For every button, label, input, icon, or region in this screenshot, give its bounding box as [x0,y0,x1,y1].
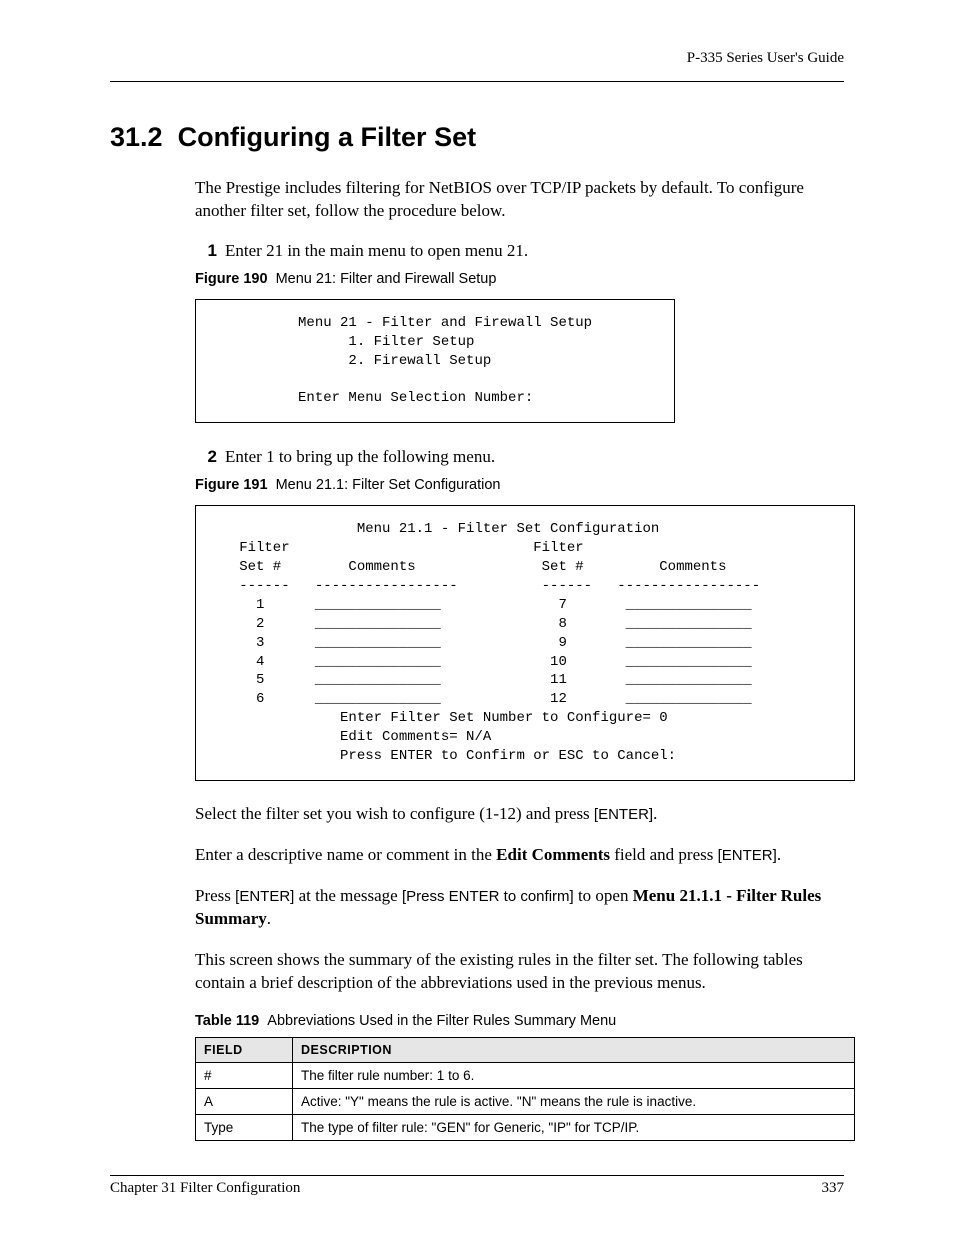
text-run: . [653,804,657,823]
table-header-row: FIELD DESCRIPTION [196,1037,855,1062]
cell-field: A [196,1088,293,1114]
key-message: [Press ENTER to confirm] [402,888,574,905]
figure-text: Menu 21: Filter and Firewall Setup [276,271,497,287]
text-run: . [777,845,781,864]
cell-desc: The type of filter rule: "GEN" for Gener… [293,1114,855,1140]
step-number: 2 [195,447,217,467]
step-text: Enter 1 to bring up the following menu. [225,447,844,467]
col-field: FIELD [196,1037,293,1062]
cell-desc: The filter rule number: 1 to 6. [293,1062,855,1088]
footer-page-number: 337 [822,1180,845,1197]
page-footer: Chapter 31 Filter Configuration 337 [110,1175,844,1197]
figure-label: Figure 190 [195,271,268,287]
abbreviations-table: FIELD DESCRIPTION # The filter rule numb… [195,1037,855,1141]
text-run: Enter a descriptive name or comment in t… [195,845,496,864]
paragraph-press-enter: Press [ENTER] at the message [Press ENTE… [195,885,844,931]
table-row: A Active: "Y" means the rule is active. … [196,1088,855,1114]
paragraph-edit-comments: Enter a descriptive name or comment in t… [195,844,844,867]
header-rule [110,81,844,82]
text-run: Press [195,886,235,905]
table-caption-text: Abbreviations Used in the Filter Rules S… [267,1013,616,1029]
guide-title: P-335 Series User's Guide [110,50,844,71]
cell-desc: Active: "Y" means the rule is active. "N… [293,1088,855,1114]
page-header: P-335 Series User's Guide [110,50,844,82]
intro-paragraph: The Prestige includes filtering for NetB… [195,177,844,223]
text-run: . [267,909,271,928]
text-run: at the message [294,886,402,905]
col-description: DESCRIPTION [293,1037,855,1062]
figure-label: Figure 191 [195,477,268,493]
code-menu-21: Menu 21 - Filter and Firewall Setup 1. F… [195,299,675,423]
section-heading: 31.2 Configuring a Filter Set [110,122,844,153]
step-2: 2 Enter 1 to bring up the following menu… [195,447,844,467]
step-text: Enter 21 in the main menu to open menu 2… [225,241,844,261]
text-run: to open [574,886,633,905]
footer-chapter: Chapter 31 Filter Configuration [110,1180,300,1197]
table-caption: Table 119 Abbreviations Used in the Filt… [195,1013,844,1029]
section-number: 31.2 [110,122,163,152]
figure-caption-191: Figure 191 Menu 21.1: Filter Set Configu… [195,477,844,493]
key-enter: [ENTER] [718,847,777,864]
table-row: # The filter rule number: 1 to 6. [196,1062,855,1088]
key-enter: [ENTER] [594,806,653,823]
page: P-335 Series User's Guide 31.2 Configuri… [0,0,954,1235]
key-enter: [ENTER] [235,888,294,905]
cell-field: # [196,1062,293,1088]
bold-field: Edit Comments [496,845,610,864]
cell-field: Type [196,1114,293,1140]
table-row: Type The type of filter rule: "GEN" for … [196,1114,855,1140]
figure-caption-190: Figure 190 Menu 21: Filter and Firewall … [195,271,844,287]
figure-text: Menu 21.1: Filter Set Configuration [276,477,501,493]
paragraph-summary: This screen shows the summary of the exi… [195,949,844,995]
code-menu-211: Menu 21.1 - Filter Set Configuration Fil… [195,505,855,781]
text-run: Select the filter set you wish to config… [195,804,594,823]
section-title-text: Configuring a Filter Set [178,122,477,152]
paragraph-select: Select the filter set you wish to config… [195,803,844,826]
text-run: field and press [610,845,718,864]
step-1: 1 Enter 21 in the main menu to open menu… [195,241,844,261]
step-number: 1 [195,241,217,261]
table-label: Table 119 [195,1013,259,1029]
